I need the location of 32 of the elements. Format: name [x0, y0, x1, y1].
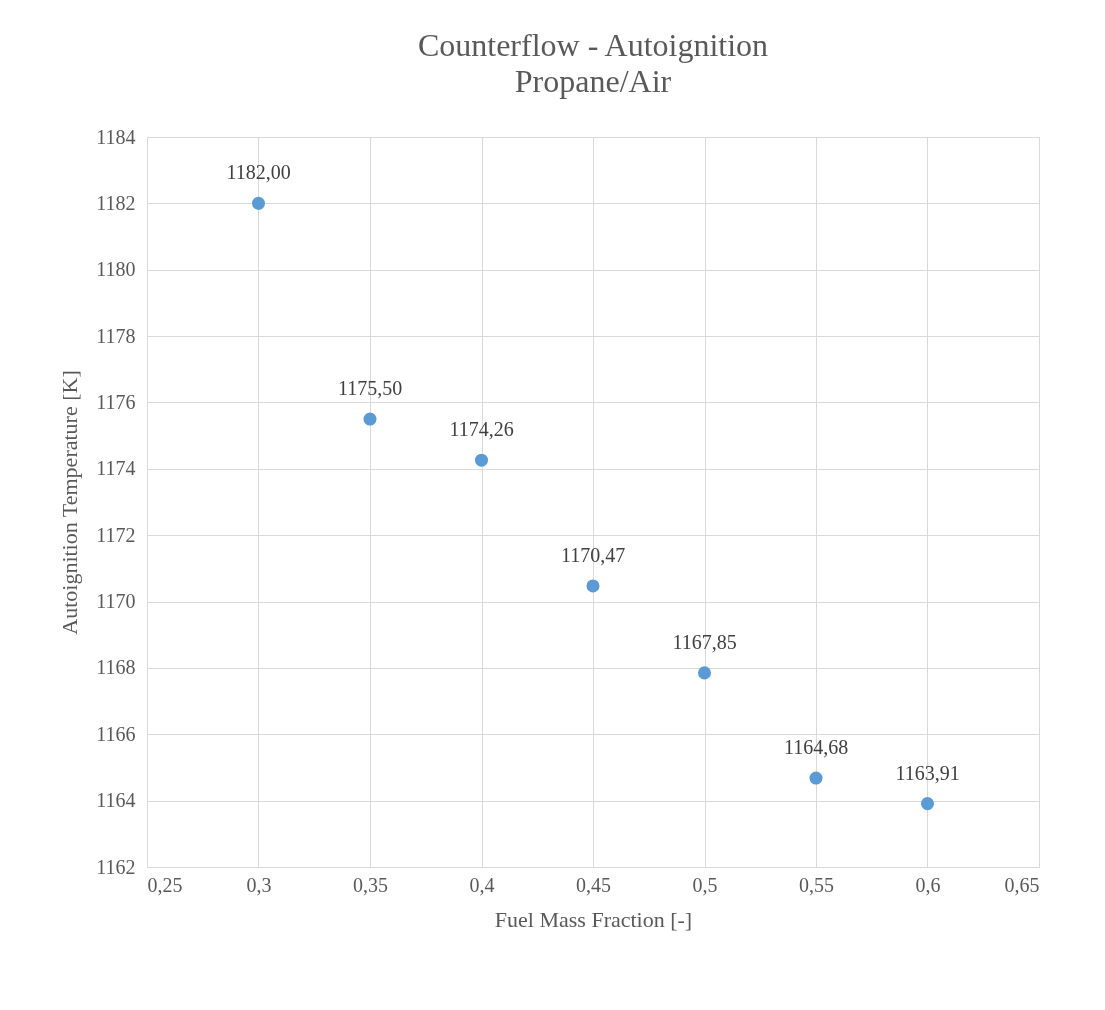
chart-title: Counterflow - Autoignition [417, 27, 769, 63]
x-tick-label: 0,35 [353, 873, 388, 896]
x-tick-label: 0,65 [1004, 873, 1040, 896]
y-tick-label: 1180 [96, 258, 136, 281]
data-label: 1174,26 [449, 418, 514, 441]
y-tick-label: 1184 [96, 125, 136, 148]
y-axis-title: Autoignition Temperature [K] [57, 370, 83, 635]
y-tick-label: 1182 [96, 191, 136, 214]
x-tick-label: 0,5 [692, 873, 718, 896]
data-label: 1182,00 [226, 161, 291, 184]
y-tick-label: 1174 [96, 457, 136, 480]
y-tick-label: 1178 [96, 324, 136, 347]
x-tick-label: 0,3 [246, 873, 272, 896]
data-label: 1163,91 [895, 761, 960, 784]
y-tick-label: 1166 [96, 722, 136, 745]
x-axis-title: Fuel Mass Fraction [-] [494, 906, 693, 932]
y-tick-label: 1162 [96, 855, 136, 878]
y-tick-label: 1170 [96, 590, 136, 613]
x-tick-label: 0,6 [915, 873, 941, 896]
x-tick-label: 0,55 [799, 873, 834, 896]
data-label: 1170,47 [560, 543, 626, 566]
x-tick-label: 0,25 [147, 873, 183, 896]
y-tick-label: 1172 [96, 523, 136, 546]
y-tick-label: 1168 [96, 656, 136, 679]
data-label: 1175,50 [337, 377, 403, 400]
chart-subtitle: Propane/Air [514, 63, 672, 99]
y-tick-label: 1176 [96, 390, 136, 413]
data-label: 1167,85 [672, 630, 737, 653]
x-tick-label: 0,4 [469, 873, 495, 896]
data-label: 1164,68 [783, 736, 849, 759]
y-tick-label: 1164 [96, 789, 136, 812]
x-tick-label: 0,45 [576, 873, 611, 896]
